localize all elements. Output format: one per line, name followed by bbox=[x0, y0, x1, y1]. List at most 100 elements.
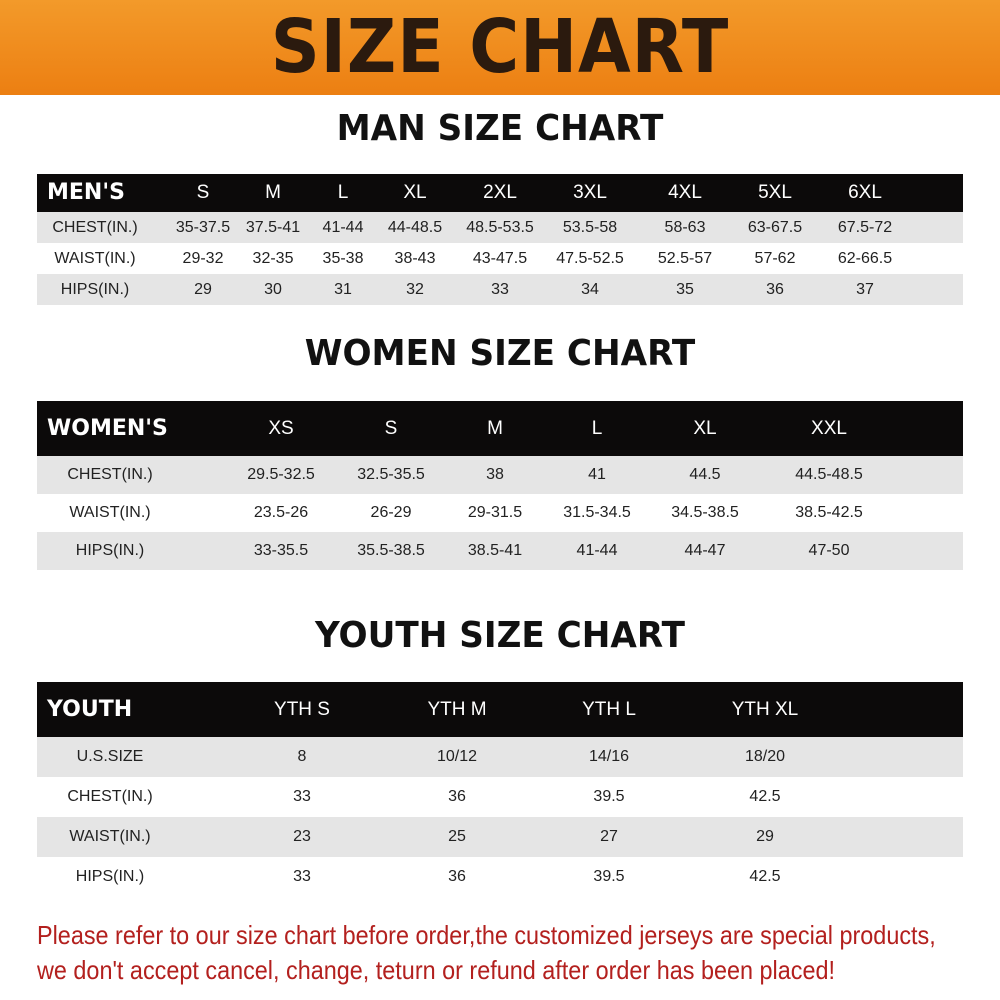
table-cell: 32 bbox=[406, 281, 424, 298]
table-cell: 38.5-42.5 bbox=[795, 504, 863, 521]
table-cell: 44-48.5 bbox=[387, 219, 443, 236]
table-cell: 47.5-52.5 bbox=[556, 250, 624, 267]
table-cell: 53.5-58 bbox=[562, 219, 618, 236]
table-row: HIPS(IN.) 33 36 39.5 42.5 bbox=[37, 857, 963, 897]
table-cell: 29-31.5 bbox=[467, 504, 523, 521]
table-cell: 42.5 bbox=[749, 868, 781, 885]
table-cell: 2XL bbox=[483, 182, 517, 203]
table-cell: S bbox=[384, 418, 398, 439]
notice-line-2: we don't accept cancel, change, teturn o… bbox=[37, 955, 835, 985]
table-cell: 48.5-53.5 bbox=[466, 219, 534, 236]
table-cell: 33-35.5 bbox=[253, 542, 309, 559]
table-cell: 29 bbox=[194, 281, 212, 298]
table-cell: S bbox=[196, 182, 210, 203]
table-cell: 25 bbox=[448, 828, 466, 845]
table-cell: 47-50 bbox=[808, 542, 850, 559]
table-row: WAIST(IN.) 29-32 32-35 35-38 38-43 43-47.5 47.… bbox=[37, 243, 963, 274]
table-cell: 18/20 bbox=[744, 748, 786, 765]
table-cell: 57-62 bbox=[754, 250, 796, 267]
page-title: SIZE CHART bbox=[270, 4, 730, 90]
table-cell: 35.5-38.5 bbox=[357, 542, 425, 559]
table-cell: 36 bbox=[448, 788, 466, 805]
table-cell: 3XL bbox=[573, 182, 607, 203]
table-cell: YTH M bbox=[427, 699, 487, 720]
table-cell: 35-37.5 bbox=[175, 219, 231, 236]
table-row: CHEST(IN.) 29.5-32.5 32.5-35.5 38 41 44.5 44.5… bbox=[37, 456, 963, 494]
table-cell: 31 bbox=[334, 281, 352, 298]
table-cell: 4XL bbox=[668, 182, 702, 203]
table-cell: 8 bbox=[297, 748, 307, 765]
table-row: CHEST(IN.) 35-37.5 37.5-41 41-44 44-48.5 48.5… bbox=[37, 212, 963, 243]
table-cell: L bbox=[591, 418, 603, 439]
notice-line-1: Please refer to our size chart before or… bbox=[37, 920, 936, 950]
table-cell: L bbox=[337, 182, 349, 203]
table-row: HIPS(IN.) 33-35.5 35.5-38.5 38.5-41 41-44 44-… bbox=[37, 532, 963, 570]
table-cell: 30 bbox=[264, 281, 282, 298]
table-cell: 33 bbox=[491, 281, 509, 298]
table-cell: 42.5 bbox=[749, 788, 781, 805]
measure-label: WOMEN'S bbox=[47, 416, 168, 441]
table-row: WAIST(IN.) 23 25 27 29 bbox=[37, 817, 963, 857]
table-cell: XL bbox=[403, 182, 427, 203]
table-cell: 38.5-41 bbox=[467, 542, 523, 559]
table-cell: 62-66.5 bbox=[837, 250, 893, 267]
measure-label: YOUTH bbox=[47, 697, 133, 722]
table-cell: 34.5-38.5 bbox=[671, 504, 739, 521]
table-cell: XS bbox=[268, 418, 294, 439]
table-cell: 29.5-32.5 bbox=[247, 466, 315, 483]
table-cell: 27 bbox=[600, 828, 618, 845]
measure-label: CHEST(IN.) bbox=[67, 466, 153, 483]
table-cell: 35-38 bbox=[322, 250, 364, 267]
measure-label: WAIST(IN.) bbox=[54, 250, 136, 267]
table-header: MEN'S S M L XL 2XL 3XL 4XL 5XL 6XL bbox=[37, 174, 963, 212]
measure-label: WAIST(IN.) bbox=[69, 504, 151, 521]
table-cell: 31.5-34.5 bbox=[563, 504, 631, 521]
table-cell: 23 bbox=[293, 828, 311, 845]
table-cell: 35 bbox=[676, 281, 694, 298]
table-cell: 34 bbox=[581, 281, 599, 298]
measure-label: CHEST(IN.) bbox=[52, 219, 138, 236]
table-cell: YTH XL bbox=[731, 699, 799, 720]
table-cell: XL bbox=[693, 418, 717, 439]
measure-label: CHEST(IN.) bbox=[67, 788, 153, 805]
table-cell: 58-63 bbox=[664, 219, 706, 236]
table-cell: 44.5-48.5 bbox=[795, 466, 863, 483]
table-cell: 44-47 bbox=[684, 542, 726, 559]
table-cell: 32.5-35.5 bbox=[357, 466, 425, 483]
women-section-title: WOMEN SIZE CHART bbox=[304, 333, 696, 374]
measure-label: HIPS(IN.) bbox=[75, 542, 145, 559]
table-cell: 38-43 bbox=[394, 250, 436, 267]
table-cell: 33 bbox=[293, 868, 311, 885]
title-banner: SIZE CHART bbox=[0, 0, 1000, 95]
table-cell: 29 bbox=[756, 828, 774, 845]
table-cell: 43-47.5 bbox=[472, 250, 528, 267]
table-cell: 67.5-72 bbox=[837, 219, 893, 236]
table-cell: 32-35 bbox=[252, 250, 294, 267]
table-header: YOUTH YTH S YTH M YTH L YTH XL bbox=[37, 682, 963, 737]
table-cell: 33 bbox=[293, 788, 311, 805]
table-cell: 41-44 bbox=[322, 219, 364, 236]
table-cell: 36 bbox=[766, 281, 784, 298]
measure-label: U.S.SIZE bbox=[76, 748, 144, 765]
table-row: HIPS(IN.) 29 30 31 32 33 34 35 36 37 bbox=[37, 274, 963, 305]
table-cell: 10/12 bbox=[436, 748, 478, 765]
table-cell: 14/16 bbox=[588, 748, 630, 765]
table-cell: 36 bbox=[448, 868, 466, 885]
table-cell: M bbox=[487, 418, 503, 439]
table-cell: 39.5 bbox=[593, 788, 625, 805]
measure-label: HIPS(IN.) bbox=[75, 868, 145, 885]
measure-label: WAIST(IN.) bbox=[69, 828, 151, 845]
table-cell: 37 bbox=[856, 281, 874, 298]
table-row: U.S.SIZE 8 10/12 14/16 18/20 bbox=[37, 737, 963, 777]
table-cell: 38 bbox=[486, 466, 504, 483]
table-cell: 63-67.5 bbox=[747, 219, 803, 236]
table-cell: YTH S bbox=[274, 699, 330, 720]
measure-label: HIPS(IN.) bbox=[60, 281, 130, 298]
youth-section-title: YOUTH SIZE CHART bbox=[315, 615, 685, 656]
measure-label: MEN'S bbox=[47, 180, 125, 205]
table-cell: 6XL bbox=[848, 182, 882, 203]
table-cell: YTH L bbox=[582, 699, 636, 720]
table-row: WAIST(IN.) 23.5-26 26-29 29-31.5 31.5-34.5 34… bbox=[37, 494, 963, 532]
table-cell: 41 bbox=[588, 466, 606, 483]
table-cell: 5XL bbox=[758, 182, 792, 203]
